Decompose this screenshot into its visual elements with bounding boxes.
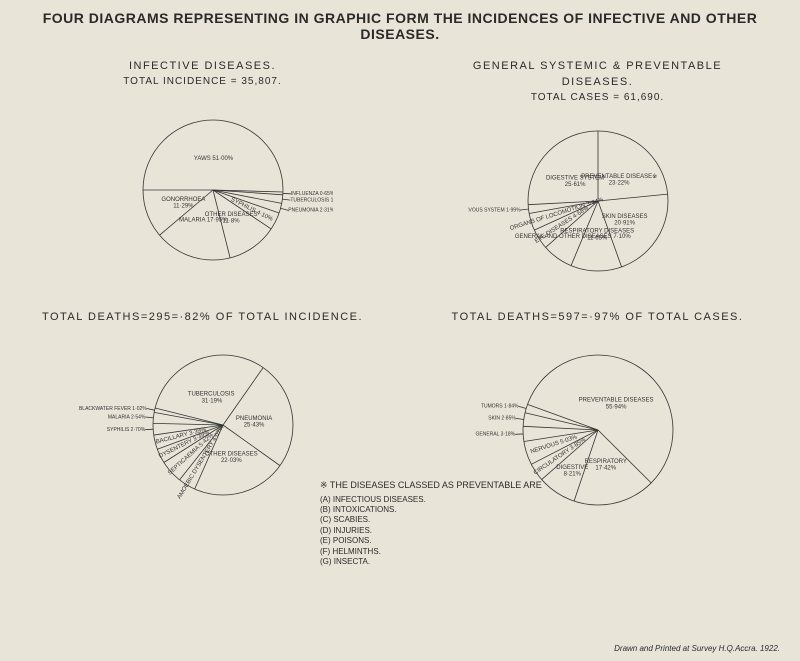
footnote-item: (B) INTOXICATIONS. — [320, 505, 542, 515]
title-topleft: INFECTIVE DISEASES. — [10, 60, 395, 72]
panel-topright: GENERAL SYSTEMIC & PREVENTABLE DISEASES.… — [405, 60, 790, 291]
svg-text:TUMORS 1·84%: TUMORS 1·84% — [480, 404, 518, 410]
title-bottomright: TOTAL DEATHS=597=·97% OF TOTAL CASES. — [405, 311, 790, 323]
footnote-item: (F) HELMINTHS. — [320, 547, 542, 557]
sub-topright: TOTAL CASES = 61,690. — [405, 92, 790, 103]
panel-topleft: INFECTIVE DISEASES. TOTAL INCIDENCE = 35… — [10, 60, 395, 291]
svg-text:GENERAL AND OTHER DISEASES 7·1: GENERAL AND OTHER DISEASES 7·10% — [514, 234, 630, 240]
footnote-item: (A) INFECTIOUS DISEASES. — [320, 495, 542, 505]
svg-text:PNEUMONIA 2·31%: PNEUMONIA 2·31% — [288, 208, 333, 214]
footnote-item: (C) SCABIES. — [320, 515, 542, 525]
footnote-item: (D) INJURIES. — [320, 526, 542, 536]
main-title: FOUR DIAGRAMS REPRESENTING IN GRAPHIC FO… — [10, 10, 790, 42]
title-topright: GENERAL SYSTEMIC & PREVENTABLE — [405, 60, 790, 72]
svg-text:GENERAL 3·18%: GENERAL 3·18% — [475, 432, 515, 438]
pie-topright: PREVENTABLE DISEASE※23·22%SKIN DISEASES2… — [468, 111, 728, 291]
footnote-item: (G) INSECTA. — [320, 557, 542, 567]
title-bottomleft: TOTAL DEATHS=295=·82% OF TOTAL INCIDENCE… — [10, 311, 395, 323]
chart-grid: INFECTIVE DISEASES. TOTAL INCIDENCE = 35… — [10, 60, 790, 525]
svg-text:INFLUENZA 0·65%: INFLUENZA 0·65% — [290, 191, 332, 197]
svg-text:YAWS 51·00%: YAWS 51·00% — [193, 156, 233, 162]
pie-bottomleft: PNEUMONIA25·43%OTHER DISEASES22·03%AMOEB… — [73, 335, 333, 525]
svg-text:TUBERCULOSIS 1·98%: TUBERCULOSIS 1·98% — [290, 197, 333, 203]
footnote-title: ※ THE DISEASES CLASSED AS PREVENTABLE AR… — [320, 480, 542, 492]
sub-topleft: TOTAL INCIDENCE = 35,807. — [10, 76, 395, 87]
svg-text:MALARIA 17·95%: MALARIA 17·95% — [179, 218, 228, 224]
svg-text:SYPHILIS 2·70%: SYPHILIS 2·70% — [106, 427, 145, 433]
credit: Drawn and Printed at Survey H.Q.Accra. 1… — [614, 644, 780, 653]
svg-text:SKIN 2·85%: SKIN 2·85% — [488, 416, 516, 422]
svg-text:NERVOUS SYSTEM 1·99%: NERVOUS SYSTEM 1·99% — [468, 207, 521, 213]
svg-text:MALARIA 2·54%: MALARIA 2·54% — [107, 414, 145, 420]
footnote: ※ THE DISEASES CLASSED AS PREVENTABLE AR… — [320, 480, 542, 567]
footnote-item: (E) POISONS. — [320, 536, 542, 546]
pie-topleft: YAWS 51·00% INFLUENZA 0·65%TUBERCULOSIS 1… — [73, 95, 333, 285]
title2-topright: DISEASES. — [405, 76, 790, 88]
svg-text:BLACKWATER FEVER 1·02%: BLACKWATER FEVER 1·02% — [78, 406, 146, 412]
